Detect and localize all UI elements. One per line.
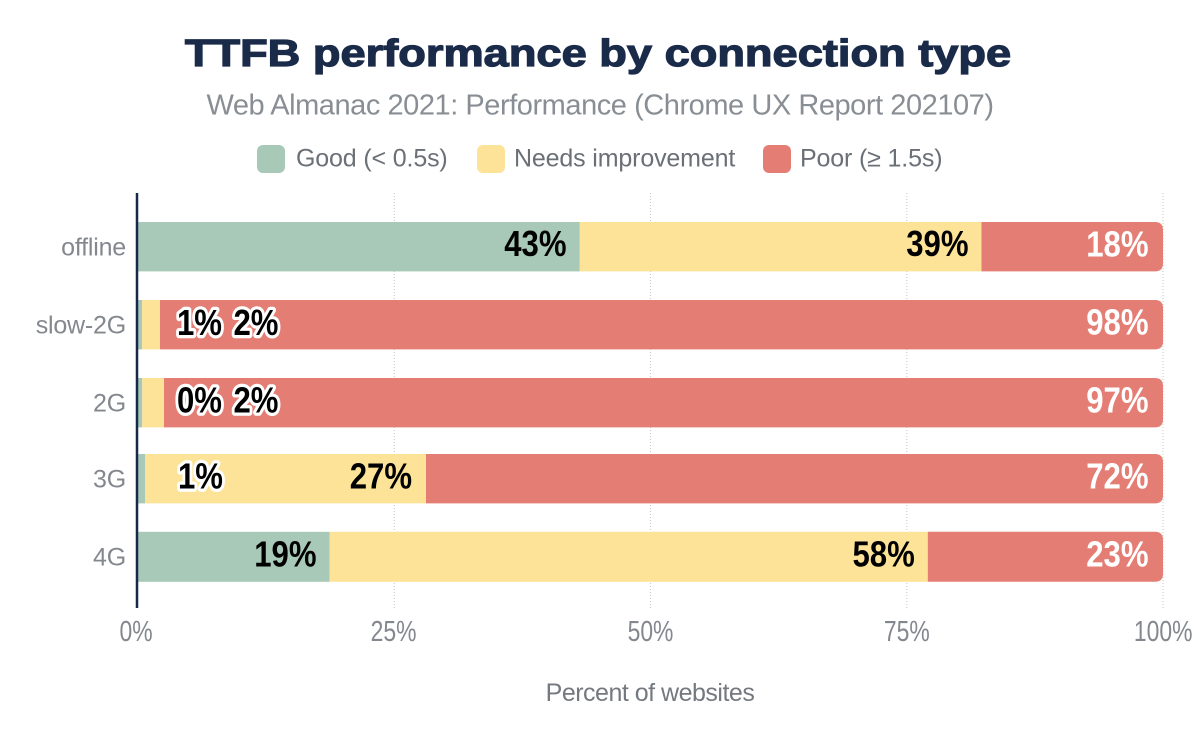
svg-text:2%: 2%	[234, 304, 279, 344]
svg-text:Poor (≥ 1.5s): Poor (≥ 1.5s)	[800, 145, 942, 173]
svg-text:slow-2G: slow-2G	[36, 312, 126, 340]
svg-text:25%: 25%	[371, 614, 417, 647]
svg-text:0%: 0%	[119, 614, 152, 647]
svg-text:4G: 4G	[93, 544, 126, 572]
svg-text:27%: 27%	[350, 457, 412, 497]
svg-text:100%: 100%	[1134, 614, 1193, 647]
svg-text:39%: 39%	[906, 225, 968, 265]
svg-text:98%: 98%	[1086, 303, 1148, 343]
svg-text:1%: 1%	[177, 304, 222, 344]
svg-text:97%: 97%	[1086, 381, 1148, 421]
svg-text:18%: 18%	[1086, 225, 1148, 265]
svg-text:50%: 50%	[628, 614, 674, 647]
svg-text:58%: 58%	[852, 535, 914, 575]
svg-text:2%: 2%	[234, 381, 279, 421]
svg-text:TTFB performance by connection: TTFB performance by connection type	[185, 31, 1011, 74]
svg-text:Good (< 0.5s): Good (< 0.5s)	[296, 145, 448, 173]
svg-text:offline: offline	[61, 234, 126, 262]
svg-text:1%: 1%	[178, 457, 223, 497]
svg-text:75%: 75%	[884, 614, 930, 647]
svg-text:Percent of websites: Percent of websites	[546, 679, 755, 707]
svg-text:0%: 0%	[177, 381, 222, 421]
svg-text:72%: 72%	[1086, 457, 1148, 497]
svg-text:23%: 23%	[1086, 535, 1148, 575]
svg-text:19%: 19%	[254, 535, 316, 575]
svg-text:Needs improvement: Needs improvement	[514, 145, 735, 173]
svg-text:Web Almanac 2021: Performance: Web Almanac 2021: Performance (Chrome UX…	[206, 90, 993, 122]
svg-text:2G: 2G	[93, 390, 126, 418]
svg-text:43%: 43%	[504, 225, 566, 265]
svg-text:3G: 3G	[93, 466, 126, 494]
